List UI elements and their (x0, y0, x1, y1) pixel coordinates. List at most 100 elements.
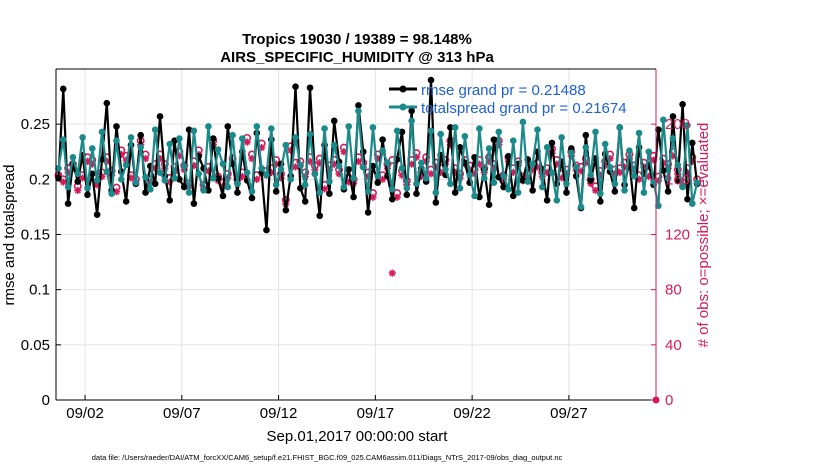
totalspread-point (684, 121, 691, 129)
rmse-point (413, 190, 420, 197)
totalspread-point (59, 136, 67, 143)
totalspread-point (335, 162, 343, 170)
totalspread-point (534, 126, 541, 133)
rmse-point (282, 206, 290, 214)
grid-lines (56, 69, 656, 400)
rmse-point (74, 178, 82, 185)
obs-evaluated-point (74, 186, 82, 194)
rmse-point (297, 184, 304, 192)
x-axis-label: Sep.01,2017 00:00:00 start (267, 428, 449, 445)
totalspread-point (142, 173, 149, 181)
totalspread-point (466, 171, 474, 179)
obs-evaluated-point (320, 185, 329, 193)
totalspread-point (543, 144, 551, 151)
y-right-tick-label: 0 (665, 392, 673, 409)
rmse-point (180, 183, 188, 191)
totalspread-point (108, 190, 115, 197)
obs-evaluated-point (388, 269, 396, 277)
totalspread-point (316, 189, 324, 196)
totalspread-point (122, 161, 130, 169)
rmse-point (587, 177, 594, 184)
legend-totalspread-marker (399, 103, 407, 111)
data-file-footnote: data file: /Users/raeder/DAI/ATM_forcXX/… (92, 453, 563, 462)
rmse-point (427, 76, 435, 84)
rmse-point (59, 85, 67, 93)
x-tick-label: 09/12 (260, 405, 298, 422)
totalspread-point (597, 190, 604, 197)
totalspread-point (558, 134, 565, 141)
rmse-point (688, 139, 696, 147)
rmse-point (563, 189, 570, 196)
totalspread-point (205, 123, 212, 130)
rmse-point (543, 196, 551, 204)
rmse-point (345, 166, 353, 173)
totalspread-point (427, 127, 435, 135)
x-tick-label: 09/02 (66, 405, 104, 422)
rmse-point (679, 101, 686, 108)
y-axis-left-label: rmse and totalspread (1, 165, 18, 306)
obs-evaluated-point (379, 175, 387, 183)
totalspread-point (272, 181, 280, 189)
totalspread-point (548, 169, 556, 177)
totalspread-point (103, 168, 111, 175)
totalspread-point (161, 177, 169, 184)
totalspread-point (64, 183, 72, 191)
totalspread-point (403, 184, 411, 192)
rmse-point (403, 191, 411, 199)
totalspread-point (577, 203, 585, 211)
legend-rmse-label: rmse grand pr = 0.21488 (421, 82, 586, 99)
totalspread-point (345, 123, 353, 130)
totalspread-point (655, 202, 662, 210)
totalspread-point (340, 183, 348, 191)
totalspread-point (214, 146, 222, 153)
totalspread-point (447, 180, 454, 188)
totalspread-point (209, 174, 217, 182)
totalspread-point (451, 124, 459, 131)
rmse-point (597, 198, 604, 205)
totalspread-point (297, 161, 304, 169)
totalspread-point (176, 135, 183, 142)
rmse-point (166, 196, 174, 204)
totalspread-point (321, 125, 328, 132)
y-right-tick-label: 200 (665, 116, 690, 133)
totalspread-point (621, 187, 628, 194)
totalspread-point (132, 179, 140, 186)
rmse-point (664, 188, 672, 195)
totalspread-point (398, 165, 406, 172)
rmse-point (388, 195, 396, 203)
y-left-tick-label: 0.1 (29, 282, 50, 299)
rmse-point (326, 190, 333, 197)
totalspread-point (369, 124, 377, 131)
rmse-point (88, 170, 96, 178)
y-left-tick-label: 0.2 (29, 171, 50, 188)
totalspread-point (456, 184, 464, 192)
rmse-point (103, 99, 111, 107)
totalspread-point (171, 174, 178, 182)
rmse-point (64, 200, 72, 207)
totalspread-point (147, 185, 154, 193)
rmse-point (659, 167, 667, 174)
totalspread-point (74, 170, 82, 178)
y-left-tick-label: 0.25 (21, 116, 50, 133)
rmse-point (374, 179, 382, 186)
totalspread-point (374, 172, 382, 180)
y-right-tick-label: 80 (665, 282, 682, 299)
totalspread-point (626, 147, 633, 154)
totalspread-point (635, 129, 643, 137)
rmse-point (355, 102, 362, 109)
totalspread-point (253, 123, 261, 130)
y-left-tick-label: 0 (42, 392, 50, 409)
totalspread-point (519, 118, 527, 126)
totalspread-point (568, 149, 575, 157)
totalspread-point (219, 160, 227, 168)
axis-ticks: 09/02 09/07 09/12 09/17 09/22 09/27 0 0.05 0.1 0.… (21, 116, 690, 422)
totalspread-point (485, 145, 493, 152)
rmse-point (84, 191, 91, 199)
totalspread-point (180, 162, 188, 170)
totalspread-point (306, 130, 314, 138)
totalspread-point (93, 177, 101, 184)
rmse-point (316, 212, 324, 220)
totalspread-point (355, 107, 362, 115)
rmse-point (234, 189, 241, 196)
